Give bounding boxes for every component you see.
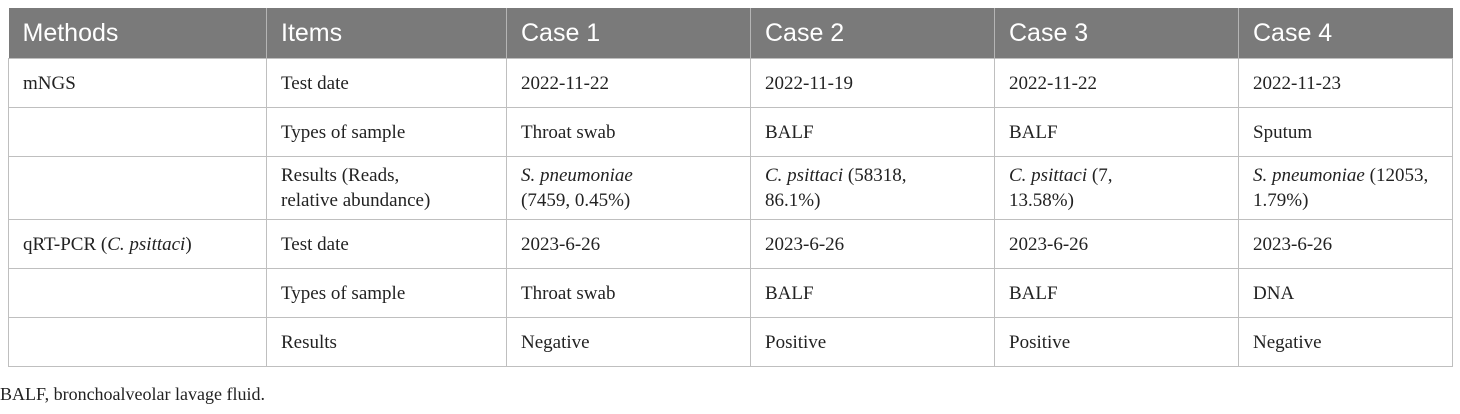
cell-case-1: Throat swab <box>506 107 751 157</box>
cell-item: Results (Reads, relative abundance) <box>266 156 507 220</box>
cell-case-2: Positive <box>750 317 995 367</box>
cell-case-2: 2023-6-26 <box>750 219 995 269</box>
species-name: S. pneumoniae <box>521 165 633 186</box>
cell-method: mNGS <box>8 58 267 108</box>
header-case-3: Case 3 <box>994 8 1239 59</box>
species-name: C. psittaci <box>765 165 844 186</box>
cell-case-2: BALF <box>750 268 995 318</box>
cell-case-4: Negative <box>1238 317 1453 367</box>
cell-item: Test date <box>266 219 507 269</box>
cell-case-4: Sputum <box>1238 107 1453 157</box>
header-case-2: Case 2 <box>750 8 995 59</box>
cell-case-3: C. psittaci (7, 13.58%) <box>994 156 1239 220</box>
species-name: S. pneumoniae <box>1253 165 1365 186</box>
cell-case-2: C. psittaci (58318, 86.1%) <box>750 156 995 220</box>
cell-case-3: Positive <box>994 317 1239 367</box>
table-row: mNGS Test date 2022-11-22 2022-11-19 202… <box>8 58 1453 108</box>
header-items: Items <box>266 8 507 59</box>
cell-case-4: S. pneumoniae (12053, 1.79%) <box>1238 156 1453 220</box>
results-table: Methods Items Case 1 Case 2 Case 3 Case … <box>8 8 1453 367</box>
cell-case-3: 2023-6-26 <box>994 219 1239 269</box>
cell-case-1: Negative <box>506 317 751 367</box>
table-row: qRT-PCR (C. psittaci) Test date 2023-6-2… <box>8 219 1453 269</box>
cell-case-4: DNA <box>1238 268 1453 318</box>
cell-method <box>8 156 267 220</box>
cell-item: Results <box>266 317 507 367</box>
cell-item: Types of sample <box>266 268 507 318</box>
header-methods: Methods <box>8 8 267 59</box>
reads-value: (7, <box>1087 165 1113 186</box>
cell-case-4: 2023-6-26 <box>1238 219 1453 269</box>
reads-value: (7459, 0.45%) <box>521 190 631 211</box>
cell-case-1: 2022-11-22 <box>506 58 751 108</box>
cell-case-2: BALF <box>750 107 995 157</box>
table-row: Types of sample Throat swab BALF BALF Sp… <box>8 107 1453 157</box>
cell-case-3: 2022-11-22 <box>994 58 1239 108</box>
cell-method <box>8 268 267 318</box>
table-row: Results (Reads, relative abundance) S. pn… <box>8 156 1453 220</box>
method-suffix: ) <box>185 233 192 255</box>
cell-case-4: 2022-11-23 <box>1238 58 1453 108</box>
species-name: C. psittaci <box>1009 165 1088 186</box>
cell-case-3: BALF <box>994 268 1239 318</box>
cell-item: Types of sample <box>266 107 507 157</box>
reads-value: (12053, <box>1364 165 1429 186</box>
abundance-value: 86.1%) <box>765 190 821 211</box>
method-species: C. psittaci <box>107 233 186 255</box>
cell-item: Test date <box>266 58 507 108</box>
cell-method <box>8 317 267 367</box>
cell-case-2: 2022-11-19 <box>750 58 995 108</box>
cell-method: qRT-PCR (C. psittaci) <box>8 219 267 269</box>
reads-value: (58318, <box>843 165 907 186</box>
table-header-row: Methods Items Case 1 Case 2 Case 3 Case … <box>8 8 1453 59</box>
item-line-1: Results (Reads, <box>281 165 400 186</box>
table-row: Types of sample Throat swab BALF BALF DN… <box>8 268 1453 318</box>
abundance-value: 1.79%) <box>1253 190 1309 211</box>
header-case-4: Case 4 <box>1238 8 1453 59</box>
cell-case-1: S. pneumoniae (7459, 0.45%) <box>506 156 751 220</box>
cell-case-1: 2023-6-26 <box>506 219 751 269</box>
abundance-value: 13.58%) <box>1009 190 1074 211</box>
header-case-1: Case 1 <box>506 8 751 59</box>
results-table-container: Methods Items Case 1 Case 2 Case 3 Case … <box>8 8 1453 367</box>
item-line-2: relative abundance) <box>281 190 431 211</box>
table-caption: BALF, bronchoalveolar lavage fluid. <box>0 384 265 404</box>
table-row: Results Negative Positive Positive Negat… <box>8 317 1453 367</box>
cell-case-1: Throat swab <box>506 268 751 318</box>
cell-case-3: BALF <box>994 107 1239 157</box>
cell-method <box>8 107 267 157</box>
method-prefix: qRT-PCR ( <box>23 233 108 255</box>
